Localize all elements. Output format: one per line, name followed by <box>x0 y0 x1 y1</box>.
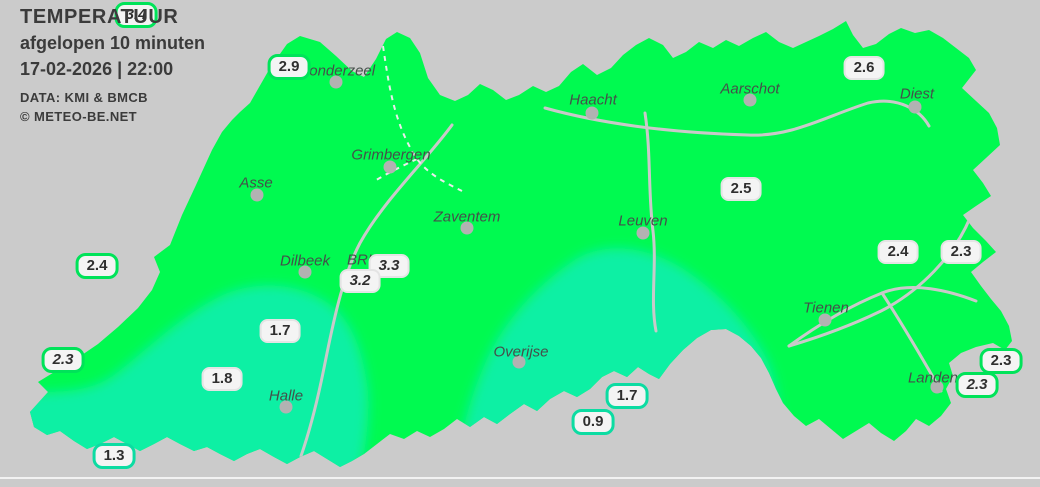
temperature-badge: 0.9 <box>571 409 615 435</box>
copyright-label: © METEO-BE.NET <box>20 109 138 124</box>
temperature-badge: 2.3 <box>940 240 982 264</box>
city-label-halle: Halle <box>268 387 304 405</box>
border-dash-lines <box>372 45 463 192</box>
temperature-badge: 2.3 <box>41 347 85 373</box>
city-label-overijse: Overijse <box>493 343 549 361</box>
page-subtitle: afgelopen 10 minuten <box>20 33 206 53</box>
temperature-badge: 2.6 <box>843 56 885 80</box>
temperature-badge: 2.4 <box>877 240 919 264</box>
city-dot <box>512 355 526 369</box>
map-header: TEMPERATUUR afgelopen 10 minuten 17-02-2… <box>20 4 205 126</box>
city-dot <box>636 226 650 240</box>
temperature-badge: 1.7 <box>605 383 649 409</box>
city-label-londerzeel: Londerzeel <box>300 62 376 80</box>
city-dot <box>930 380 944 394</box>
temperature-badge: 1.7 <box>259 319 301 343</box>
city-dot <box>908 100 922 114</box>
city-label-tienen: Tienen <box>803 299 849 317</box>
city-label-diest: Diest <box>899 85 935 103</box>
city-label-zaventem: Zaventem <box>433 208 501 226</box>
bottom-divider <box>0 477 1040 479</box>
temperature-badge: 3.2 <box>339 269 381 293</box>
page-title: TEMPERATUUR <box>20 6 179 28</box>
temperature-badge: 2.4 <box>75 253 119 279</box>
temperature-badge: 1.3 <box>92 443 136 469</box>
data-source-label: DATA: KMI & BMCB <box>20 90 148 105</box>
temperature-badge: 1.8 <box>201 367 243 391</box>
temperature-badge: 3.4 <box>114 2 158 28</box>
city-dot <box>329 75 343 89</box>
date-time-label: 17-02-2026 | 22:00 <box>20 59 174 79</box>
city-label-asse: Asse <box>239 174 273 192</box>
city-dot <box>298 265 312 279</box>
temperature-badge: 2.3 <box>979 348 1023 374</box>
city-dot <box>818 313 832 327</box>
city-label-haacht: Haacht <box>569 91 617 109</box>
city-label-dilbeek: Dilbeek <box>279 252 331 270</box>
city-dot <box>383 160 397 174</box>
city-dot <box>585 106 599 120</box>
city-dot <box>460 221 474 235</box>
city-label-leuven: Leuven <box>618 212 668 230</box>
city-label-grimbergen: Grimbergen <box>351 146 431 164</box>
temperature-badge: 2.5 <box>720 177 762 201</box>
city-label-landen: Landen <box>907 369 959 387</box>
city-dot <box>279 400 293 414</box>
city-dot <box>250 188 264 202</box>
city-label-aarschot: Aarschot <box>720 80 780 98</box>
temperature-badge: 2.9 <box>267 54 311 80</box>
city-dot <box>743 93 757 107</box>
temperature-badge: 2.3 <box>955 372 999 398</box>
